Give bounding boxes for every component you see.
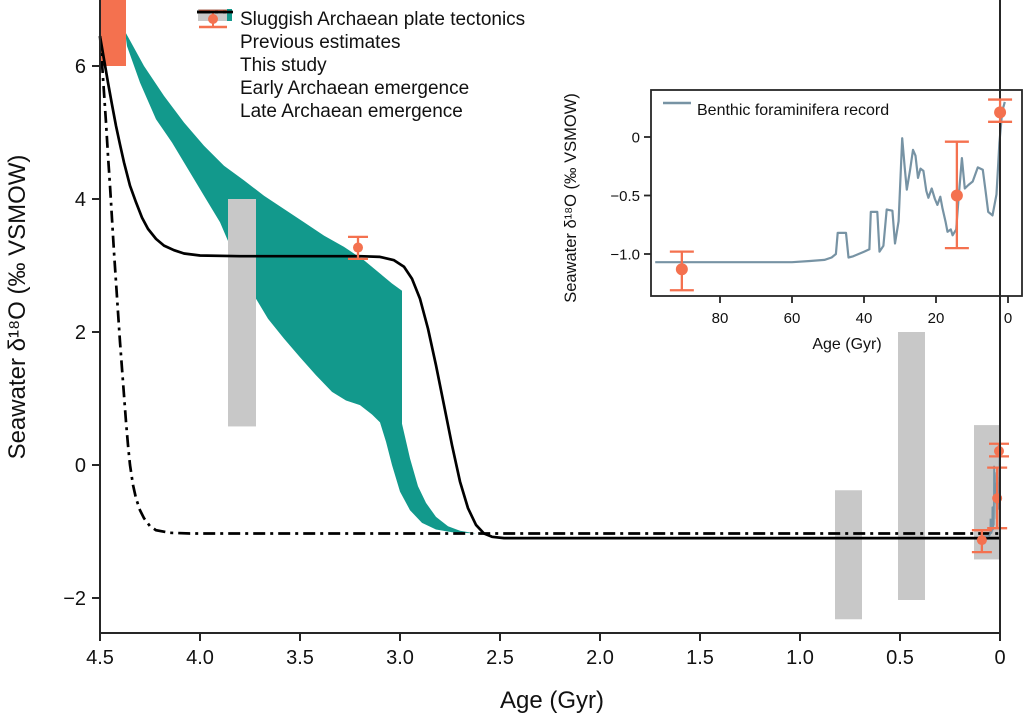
y-tick-label: 0 (75, 455, 86, 477)
late-emergence-line (98, 35, 1000, 540)
inset-y-tick-label: −1.0 (610, 247, 640, 264)
legend: Sluggish Archaean plate tectonics Previo… (196, 8, 525, 123)
legend-item-late-emergence: Late Archaean emergence (196, 10, 525, 123)
main-x-axis-label: Age (Gyr) (500, 687, 604, 714)
legend-label: Early Archaean emergence (240, 78, 470, 99)
inset-x-tick-label: 40 (856, 310, 873, 327)
y-tick-label: 6 (75, 56, 86, 78)
inset-x-axis-label: Age (Gyr) (812, 336, 881, 353)
this-study-point (994, 106, 1007, 119)
legend-item-this-study: This study (196, 9, 525, 77)
sluggish-band (125, 31, 476, 534)
this-study-point (950, 189, 963, 202)
legend-label: This study (240, 55, 327, 76)
x-tick-label: 4.0 (186, 647, 214, 669)
x-tick-label: 0.5 (886, 647, 914, 669)
x-tick-label: 3.0 (386, 647, 414, 669)
inset-x-tick-label: 60 (784, 310, 801, 327)
y-tick-label: 2 (75, 322, 86, 344)
x-tick-label: 2.0 (586, 647, 614, 669)
x-tick-label: 4.5 (86, 647, 114, 669)
y-tick-label: −2 (63, 588, 86, 610)
x-tick-label: 1.0 (786, 647, 814, 669)
inset-x-tick-label: 20 (928, 310, 945, 327)
legend-item-sluggish-band: Sluggish Archaean plate tectonics (196, 8, 525, 31)
legend-item-previous-estimates: Previous estimates (196, 9, 525, 54)
legend-label: Late Archaean emergence (240, 101, 463, 122)
x-tick-label: 1.5 (686, 647, 714, 669)
inset-x-tick-label: 0 (1004, 310, 1012, 327)
previous-estimate-bar (898, 332, 925, 600)
inset-x-tick-label: 80 (712, 310, 729, 327)
legend-label: Previous estimates (240, 32, 401, 53)
this-study-point (675, 263, 688, 276)
previous-estimate-bar (228, 199, 256, 427)
x-tick-label: 0 (994, 647, 1005, 669)
this-study-point (353, 242, 363, 253)
x-tick-label: 2.5 (486, 647, 514, 669)
y-tick-label: 4 (75, 189, 86, 211)
inset-y-tick-label: −0.5 (610, 188, 640, 205)
legend-label: Sluggish Archaean plate tectonics (240, 9, 526, 30)
inset-legend: Benthic foraminifera record (661, 99, 889, 122)
legend-label: Benthic foraminifera record (697, 102, 890, 119)
legend-item-early-emergence: Early Archaean emergence (196, 10, 525, 100)
inset-y-axis-label: Seawater δ¹⁸O (‰ VSMOW) (562, 93, 580, 303)
benthic-record-line (655, 101, 1006, 264)
this-study-point (976, 535, 987, 546)
main-y-axis-label: Seawater δ¹⁸O (‰ VSMOW) (4, 155, 31, 460)
x-tick-label: 3.5 (286, 647, 314, 669)
inset-y-tick-label: 0 (632, 130, 640, 147)
previous-estimate-bar (835, 490, 862, 620)
early-emergence-line (98, 35, 1000, 535)
